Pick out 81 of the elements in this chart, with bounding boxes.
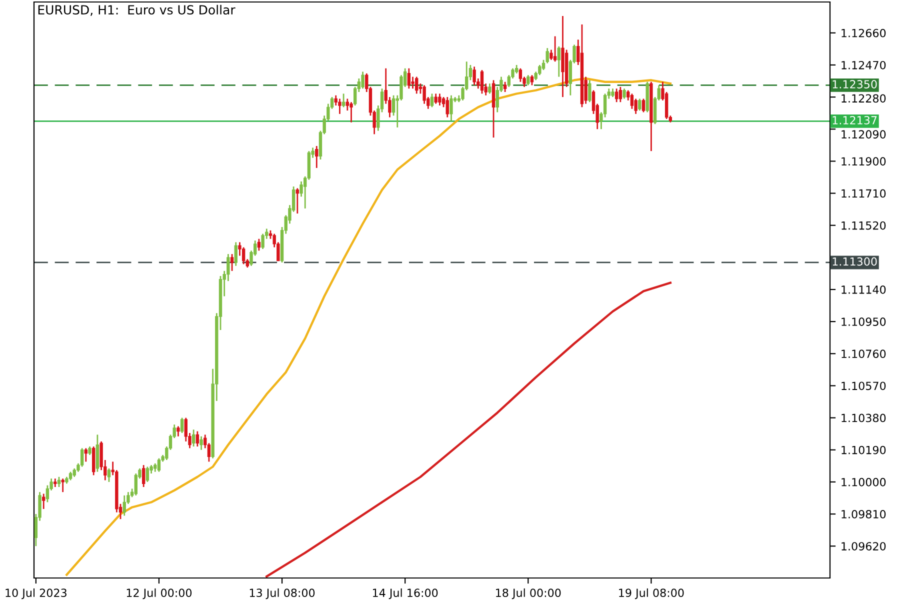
candlestick [430,92,434,108]
x-tick-label: 19 Jul 08:00 [619,588,684,600]
y-tick-label: 1.12470 [842,60,886,70]
candlestick [257,238,261,252]
y-tick-label: 1.10190 [842,446,886,454]
candlestick [146,466,150,483]
candlestick [618,86,622,103]
candlestick [557,46,560,78]
candlestick [196,430,200,448]
candlestick [361,71,364,90]
y-tick-label: 1.12090 [842,130,886,139]
candlestick [234,242,238,267]
candlestick [446,96,449,118]
candlestick [630,92,634,110]
candlestick [472,66,476,86]
candlestick [122,494,126,516]
candlestick [488,82,492,94]
candlestick [176,426,180,438]
y-tick-label: 1.12660 [842,28,886,38]
candlestick [434,92,438,104]
candlestick [192,428,196,448]
candlestick [200,436,203,451]
candlestick [57,476,61,488]
candlestick [180,417,184,434]
chart-title: EURUSD, H1: Euro vs US Dollar [38,4,236,16]
candlestick [530,74,534,86]
y-tick-label: 1.09620 [842,542,886,550]
candlestick [84,447,88,462]
y-tick-label: 1.11900 [842,157,886,166]
candlestick [296,188,300,214]
x-tick-label: 12 Jul 00:00 [126,588,192,600]
candlestick [526,74,530,86]
x-tick-label: 10 Jul 2023 [6,588,66,600]
line-series [266,282,672,578]
candlestick [614,88,618,103]
y-tick-label: 1.12280 [842,94,886,103]
candlestick [92,446,96,476]
candlestick [415,76,418,94]
candlestick [134,472,138,496]
candlestick [588,79,592,103]
y-tick-label: 1.10760 [842,350,886,358]
candlestick [411,76,414,90]
candlestick [230,253,234,272]
candlestick [538,64,542,76]
candlestick [492,79,496,138]
candlestick [638,98,642,112]
candlestick [342,92,346,108]
candlestick [518,68,522,83]
x-tick-label: 13 Jul 08:00 [250,588,315,600]
ref-line-label: 1.12350 [832,80,877,88]
y-tick-label: 1.10000 [842,478,886,486]
candlestick [480,69,484,94]
y-tick-label: 1.10570 [842,382,886,390]
y-tick-label: 1.11710 [842,189,886,198]
candlestick [553,36,557,62]
candlestick [42,493,46,510]
candlestick [61,478,64,493]
y-tick-label: 1.10950 [842,318,886,326]
candlestick [622,88,626,100]
candlestick [96,434,100,473]
y-tick-label: 1.10380 [842,414,886,422]
candlestick [407,68,411,90]
x-tick-label: 14 Jul 16:00 [372,588,438,600]
candlestick [450,94,453,122]
candlestick [107,468,111,483]
y-tick-label: 1.09810 [842,510,886,518]
candlestick [157,458,161,473]
candlestick [438,92,442,106]
candlestick [315,145,318,169]
candlestick [350,101,353,124]
candlestick [142,464,146,488]
candlestick [338,98,342,115]
ref-line-label: 1.12137 [832,116,877,124]
line-series [66,77,672,576]
y-tick-label: 1.11520 [842,221,886,230]
ref-line-label: 1.11300 [832,257,877,266]
candlestick [561,15,564,98]
x-tick-label: 18 Jul 00:00 [496,588,561,600]
candlestick [503,81,507,93]
y-tick-label: 1.11140 [842,285,886,294]
candlestick [642,98,646,113]
